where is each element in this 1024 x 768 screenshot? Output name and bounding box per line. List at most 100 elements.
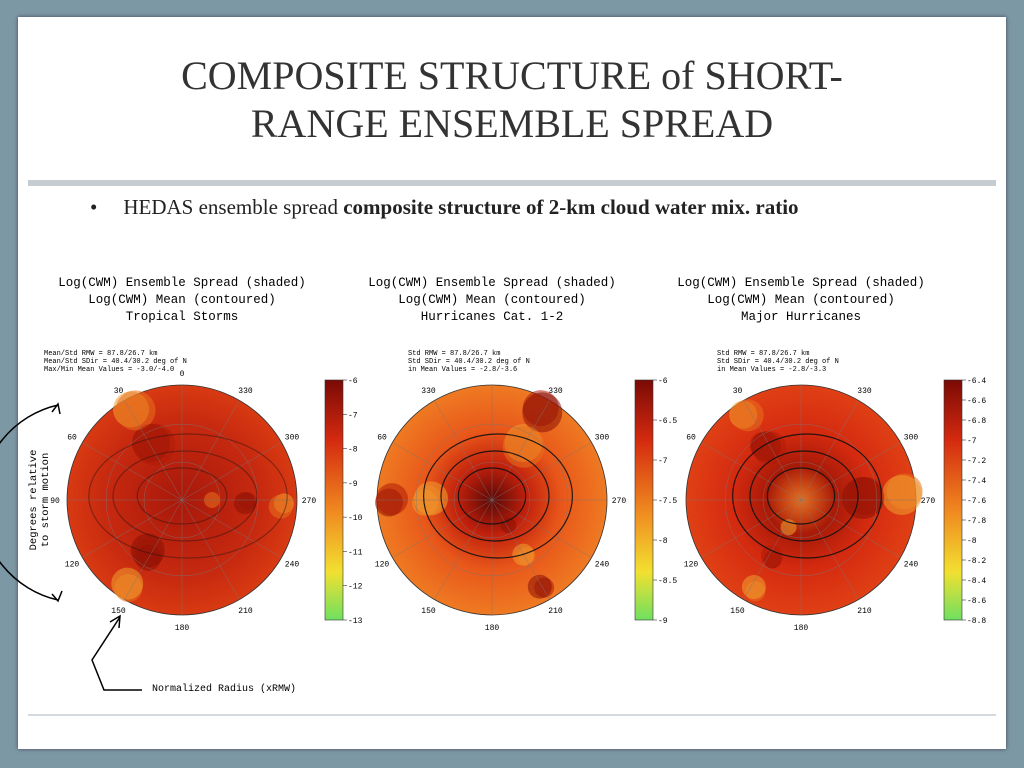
- colorbar-label: -13: [348, 617, 363, 626]
- spoke: [82, 499, 183, 558]
- panel-stats: Std SDir = 40.4/30.2 deg of N: [408, 358, 530, 366]
- angle-label: 210: [857, 607, 872, 616]
- angle-label: 120: [65, 561, 80, 570]
- spoke: [743, 499, 802, 600]
- colorbar-label: -6.6: [967, 397, 986, 406]
- colorbar-label: -6: [348, 377, 358, 386]
- spoke: [800, 400, 859, 501]
- angle-label: 30: [733, 387, 743, 396]
- contour: [749, 450, 859, 542]
- arrow-head: [51, 402, 63, 603]
- angle-label: 180: [794, 624, 809, 633]
- spoke: [124, 499, 183, 600]
- field-blob: [752, 430, 787, 465]
- panel-stats: Std RMW = 87.8/26.7 km: [408, 350, 500, 358]
- spoke: [181, 400, 240, 501]
- angle-label: 240: [595, 561, 610, 570]
- spoke: [392, 442, 493, 501]
- annotation: Normalized Radius (xRMW): [152, 683, 296, 695]
- field-blob: [522, 392, 563, 433]
- field-blob: [376, 483, 409, 516]
- divider: [28, 180, 996, 186]
- angle-label: 90: [50, 497, 60, 506]
- spoke: [181, 442, 282, 501]
- angle-label: 270: [302, 497, 317, 506]
- arrow: [91, 614, 142, 691]
- field-blob: [111, 567, 144, 600]
- colorbar-label: -7: [658, 457, 668, 466]
- colorbar: [324, 379, 344, 621]
- angle-label: 180: [175, 624, 190, 633]
- spoke: [434, 499, 493, 600]
- contour: [136, 467, 228, 525]
- angle-label: 60: [686, 434, 696, 443]
- angle-label: 330: [238, 387, 253, 396]
- spoke: [800, 499, 859, 600]
- field-blob: [233, 492, 256, 515]
- angle-label: 150: [730, 607, 745, 616]
- spoke: [491, 499, 592, 558]
- colorbar-label: -8.6: [967, 597, 986, 606]
- title-line: COMPOSITE STRUCTURE of SHORT-: [181, 53, 843, 98]
- colorbar-label: -6.4: [967, 377, 986, 386]
- colorbar-label: -7.4: [967, 477, 986, 486]
- field-blob: [881, 474, 922, 515]
- angle-label: 270: [612, 497, 627, 506]
- colorbar-label: -7.8: [967, 517, 986, 526]
- angle-label: 330: [548, 387, 563, 396]
- spoke: [491, 442, 592, 501]
- angle-label: 150: [421, 607, 436, 616]
- spoke: [800, 499, 901, 558]
- spoke: [491, 499, 550, 600]
- panel-stats: Std RMW = 87.8/26.7 km: [717, 350, 809, 358]
- spoke: [491, 400, 550, 501]
- panel-header: Log(CWM) Mean (contoured): [398, 293, 586, 307]
- panel-stats: Max/Min Mean Values = -3.0/-4.0: [44, 366, 174, 374]
- field-blob: [414, 481, 449, 516]
- colorbar-label: -8.5: [658, 577, 677, 586]
- angle-label: 0: [180, 370, 185, 379]
- spoke: [701, 499, 802, 558]
- panel-header: Log(CWM) Mean (contoured): [707, 293, 895, 307]
- field-blob: [527, 574, 552, 599]
- colorbar-label: -9: [658, 617, 668, 626]
- panel-header: Tropical Storms: [126, 310, 239, 324]
- field-blob: [760, 544, 783, 567]
- colorbar-label: -7.2: [967, 457, 986, 466]
- colorbar-label: -8.4: [967, 577, 986, 586]
- bullet-text: HEDAS ensemble spread: [123, 195, 338, 219]
- colorbar-label: -8.8: [967, 617, 986, 626]
- title: COMPOSITE STRUCTURE of SHORT- RANGE ENSE…: [0, 52, 1024, 148]
- panel-stats: in Mean Values = -2.8/-3.6: [408, 366, 517, 374]
- bullet-bold: composite structure of 2-km cloud water …: [343, 195, 799, 219]
- annotation: Degrees relative: [28, 450, 40, 551]
- spoke: [701, 442, 802, 501]
- panel-header: Major Hurricanes: [741, 310, 861, 324]
- colorbar: [634, 379, 654, 621]
- contour: [766, 467, 836, 525]
- colorbar-label: -6.8: [967, 417, 986, 426]
- colorbar-label: -8: [967, 537, 977, 546]
- colorbar-label: -6: [658, 377, 668, 386]
- angle-label: 330: [857, 387, 872, 396]
- field-blob: [741, 575, 766, 600]
- colorbar-label: -10: [348, 514, 363, 523]
- spoke: [82, 442, 183, 501]
- spoke: [800, 442, 901, 501]
- angle-label: 300: [595, 434, 610, 443]
- angle-label: 330: [421, 387, 436, 396]
- angle-label: 210: [548, 607, 563, 616]
- panel-stats: Std SDir = 40.4/30.2 deg of N: [717, 358, 839, 366]
- annotation: to storm motion: [40, 453, 52, 548]
- angle-label: 180: [485, 624, 500, 633]
- bullet: • HEDAS ensemble spread composite structu…: [90, 195, 799, 220]
- spoke: [743, 400, 802, 501]
- panel-stats: in Mean Values = -2.8/-3.3: [717, 366, 826, 374]
- panel-header: Log(CWM) Mean (contoured): [88, 293, 276, 307]
- panel-header: Hurricanes Cat. 1-2: [421, 310, 564, 324]
- panel-header: Log(CWM) Ensemble Spread (shaded): [58, 276, 306, 290]
- colorbar-label: -7: [967, 437, 977, 446]
- colorbar-label: -6.5: [658, 417, 677, 426]
